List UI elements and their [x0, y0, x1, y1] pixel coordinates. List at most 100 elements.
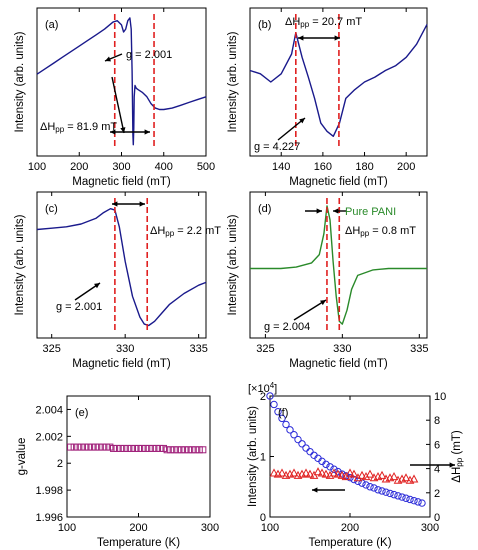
panel-e-point: [163, 446, 171, 454]
panel-f-intensity-point: [374, 486, 382, 494]
panel-d-series-line: [250, 205, 427, 325]
panel-b-xtick-label: 160: [314, 161, 332, 173]
panel-f-left-axis-arrow-head: [312, 487, 318, 493]
panel-d-xtick-label: 335: [410, 343, 428, 355]
panel-e-point: [84, 443, 92, 451]
panel-f-dhpp-point: [353, 473, 363, 482]
panel-e-ylabel: g-value: [16, 438, 28, 476]
panel-e-ytick-label: 1.996: [35, 512, 63, 524]
panel-f-dhpp-point: [317, 468, 327, 477]
panel-a-dh-arrow-head: [144, 129, 150, 135]
panel-e-point: [170, 446, 178, 454]
panel-e-point: [142, 444, 150, 452]
panel-d-g-arrow-shaft: [293, 299, 327, 321]
panel-f-intensity-point: [406, 495, 414, 504]
panel-c-xtick-label: 325: [43, 343, 61, 355]
panel-a-g-arrow-head: [105, 56, 111, 62]
panel-e-point: [177, 446, 185, 454]
panel-b-xtick-label: 140: [272, 161, 290, 173]
panel-e-ytick-label: 1.998: [35, 485, 63, 497]
panel-f-intensity-point: [346, 473, 354, 482]
panel-b-g-annotation: g = 4.227: [254, 141, 300, 153]
panel-f-xtick-label: 100: [261, 522, 279, 534]
panel-f-y2tick-label: 8: [434, 415, 440, 427]
panel-f-ylabel: Intensity (arb. units): [247, 406, 259, 507]
panel-f-intensity-point: [322, 460, 330, 469]
panel-f-multiplier: [×104]: [248, 381, 277, 395]
panel-c-frame: [36, 191, 207, 339]
panel-c-label: (c): [45, 203, 58, 215]
panel-f-dhpp-point: [401, 473, 411, 482]
panel-d-dh-arrow-right-head: [333, 208, 339, 214]
panel-e-point: [92, 443, 100, 451]
panel-b-xtick-label: 180: [355, 161, 373, 173]
panel-d-xtick-label: 330: [333, 343, 351, 355]
panel-f-dhpp-point: [325, 470, 335, 479]
panel-a-xtick-label: 400: [155, 161, 173, 173]
panel-e-point: [124, 444, 132, 452]
panel-f-dhpp-point: [349, 469, 359, 478]
panel-c-ylabel: Intensity (arb. units): [14, 214, 26, 315]
panel-e-point: [145, 444, 153, 452]
panel-f-dhpp-point: [365, 469, 375, 478]
panel-b-xtick-label: 200: [397, 161, 415, 173]
panel-c-xtick-label: 330: [116, 343, 134, 355]
panel-c-dh-arrow-head: [139, 201, 145, 207]
panel-f-xtick-label: 300: [421, 522, 439, 534]
panel-e-point: [156, 444, 164, 452]
panel-f-y2tick-label: 2: [434, 488, 440, 500]
panel-f-y2tick-label: 0: [434, 512, 440, 524]
panel-e-point: [113, 444, 121, 452]
panel-c-dh-arrow-head-2: [112, 201, 118, 207]
panel-f-ytick-label: 1: [260, 452, 266, 464]
panel-e-point: [109, 444, 117, 452]
panel-f-label: (f): [278, 407, 288, 419]
panel-e-ytick-label: 2.002: [35, 431, 63, 443]
panel-f-dhpp-point: [333, 469, 343, 478]
panel-f-dhpp-point: [357, 470, 367, 479]
panel-e-point: [195, 446, 203, 454]
panel-c-series-line: [36, 207, 207, 327]
panel-e-xtick-label: 300: [201, 522, 219, 534]
panel-d-label: (d): [258, 203, 271, 215]
panel-a-dh-annotation: ΔHpp = 81.9 mT: [40, 121, 117, 134]
panel-f-intensity-point: [282, 420, 290, 429]
panel-f-intensity-point: [386, 489, 394, 498]
panel-e-point: [102, 443, 110, 451]
panel-f-y2tick-label: 6: [434, 439, 440, 451]
panel-f-dhpp-point: [277, 468, 287, 477]
panel-f-dhpp-point: [337, 470, 347, 479]
panel-d-dh-arrow-left-head: [316, 208, 322, 214]
panel-f-right-axis-arrow-head: [449, 462, 455, 468]
panel-b-frame: [249, 7, 428, 157]
panel-f-y2label: ΔHpp (mT): [451, 430, 464, 483]
panel-b-ylabel: Intensity (arb. units): [227, 31, 239, 132]
panel-e-point: [127, 444, 135, 452]
panel-f-xlabel: Temperature (K): [308, 537, 391, 549]
panel-f-intensity-point: [410, 496, 418, 505]
panel-f-y2tick-label: 10: [434, 391, 446, 403]
panel-d-xlabel: Magnetic field (mT): [289, 358, 388, 370]
panel-e-point: [70, 443, 78, 451]
panel-a-xtick-label: 500: [197, 161, 215, 173]
panel-a-ylabel: Intensity (arb. units): [14, 31, 26, 132]
panel-f-ytick-label: 2: [260, 391, 266, 403]
panel-f-intensity-point: [266, 392, 274, 400]
panel-e-point: [67, 443, 75, 451]
panel-e-point: [167, 446, 175, 454]
panel-e-point: [88, 443, 96, 451]
panel-c-xlabel: Magnetic field (mT): [72, 358, 171, 370]
panel-f-intensity-point: [290, 431, 298, 439]
panel-f-intensity-point: [362, 481, 370, 489]
panel-f-intensity-point: [274, 408, 282, 416]
panel-e-point: [99, 443, 107, 451]
panel-f-dhpp-point: [409, 474, 419, 483]
panel-f-dhpp-point: [345, 468, 355, 477]
panel-f-intensity-point: [294, 435, 302, 444]
panel-f-intensity-point: [286, 426, 294, 434]
panel-f-intensity-point: [398, 493, 406, 501]
panel-c-g-arrow-head: [94, 283, 100, 289]
panel-d-g-arrow-head: [320, 300, 326, 306]
panel-e-point: [77, 443, 85, 451]
